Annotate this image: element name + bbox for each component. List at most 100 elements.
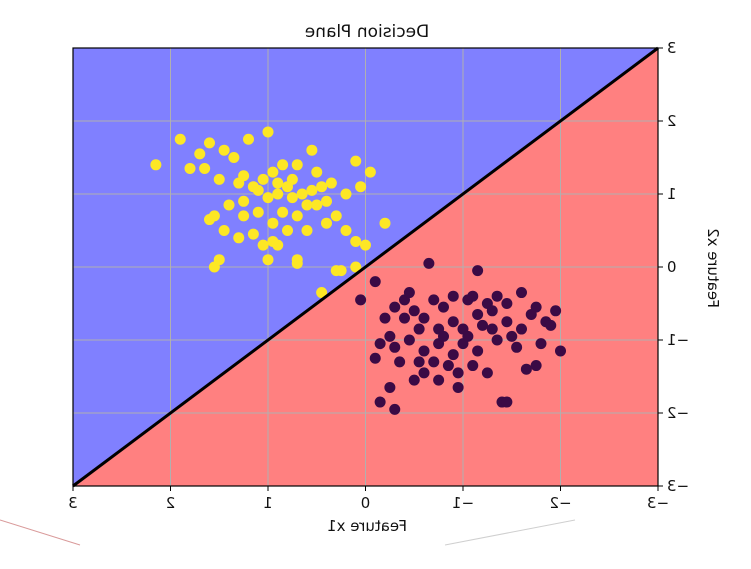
data-point [394, 356, 406, 368]
x-tick-label: 3 [68, 494, 78, 512]
data-point [506, 330, 518, 342]
series-2 [355, 257, 566, 415]
data-point [340, 225, 352, 236]
data-point [233, 232, 245, 244]
data-point [330, 210, 342, 222]
data-point [252, 206, 264, 218]
data-point [228, 152, 240, 163]
data-point [301, 225, 313, 236]
data-point [516, 323, 527, 335]
data-point [369, 352, 381, 364]
data-point [447, 316, 459, 328]
data-point [389, 341, 401, 353]
data-point [291, 257, 303, 269]
data-point [418, 345, 430, 357]
data-point [501, 316, 513, 328]
page-fold-line-right [444, 519, 576, 546]
data-point [525, 308, 537, 320]
data-point [204, 137, 215, 149]
x-tick-label: 2 [166, 494, 176, 512]
y-tick-label: −2 [667, 404, 689, 422]
series-1 [150, 126, 391, 299]
x-tick-label: 0 [361, 494, 371, 512]
data-point [247, 228, 259, 240]
y-tick-label: −3 [667, 477, 689, 495]
y-axis-ticks: 3 2 1 0 −1 −2 −3 [658, 39, 689, 495]
x-tick-label: −1 [452, 494, 474, 512]
chart-title: Decision Plane [305, 22, 429, 42]
data-point [296, 188, 308, 200]
data-point [321, 195, 332, 207]
y-tick-label: 1 [667, 185, 677, 203]
data-point [238, 210, 250, 222]
x-tick-label: −2 [549, 494, 571, 512]
data-point [384, 330, 396, 342]
data-point [491, 290, 503, 302]
y-tick-label: 2 [667, 112, 677, 130]
y-tick-label: 3 [667, 39, 677, 57]
data-point [550, 305, 562, 317]
data-point [306, 144, 318, 156]
data-point [530, 360, 542, 372]
data-point [433, 374, 445, 386]
data-point [467, 290, 479, 302]
data-point [262, 192, 274, 204]
data-point [389, 301, 401, 313]
scatter-series [150, 126, 566, 415]
data-point [413, 356, 425, 368]
data-point [501, 298, 513, 309]
data-point [389, 403, 401, 415]
data-point [423, 257, 435, 269]
data-point [399, 312, 410, 324]
data-point [204, 214, 215, 226]
data-point [238, 195, 250, 207]
data-point [223, 199, 235, 211]
data-point [311, 166, 323, 178]
data-point [194, 148, 206, 160]
data-point [282, 225, 293, 236]
data-point [486, 323, 498, 335]
data-point [267, 166, 279, 178]
data-point [213, 173, 225, 185]
data-point [267, 217, 279, 229]
data-point [355, 181, 367, 193]
data-point [291, 210, 303, 222]
data-point [467, 360, 479, 372]
data-point [243, 133, 254, 145]
data-point [286, 192, 298, 204]
data-point [199, 162, 211, 174]
data-point [403, 334, 415, 346]
x-axis-ticks: 3 2 1 0 −1 −2 −3 [68, 486, 669, 512]
data-point [369, 276, 381, 288]
x-tick-label: −3 [647, 494, 669, 512]
y-axis-label: Feature x2 [704, 228, 722, 308]
data-point [447, 290, 459, 302]
data-point [306, 184, 318, 196]
y-tick-label: −1 [667, 331, 689, 349]
data-point [272, 177, 284, 189]
data-point [472, 308, 484, 320]
plot-area [72, 46, 659, 488]
data-point [355, 294, 367, 306]
data-point [403, 287, 415, 299]
data-point [438, 330, 449, 342]
data-point [462, 330, 474, 342]
data-point [257, 239, 269, 251]
data-point [418, 367, 430, 379]
data-point [286, 173, 298, 185]
data-point [150, 159, 162, 171]
data-point [379, 217, 391, 229]
data-point [408, 374, 420, 386]
data-point [218, 225, 230, 236]
data-point [501, 396, 513, 408]
data-point [291, 159, 303, 171]
data-point [535, 338, 547, 350]
data-point [545, 319, 557, 331]
data-point [428, 294, 440, 306]
data-point [316, 181, 328, 193]
data-point [321, 217, 332, 229]
data-point [516, 287, 527, 299]
data-point [447, 349, 459, 361]
x-axis-label: Feature x1 [327, 517, 407, 535]
